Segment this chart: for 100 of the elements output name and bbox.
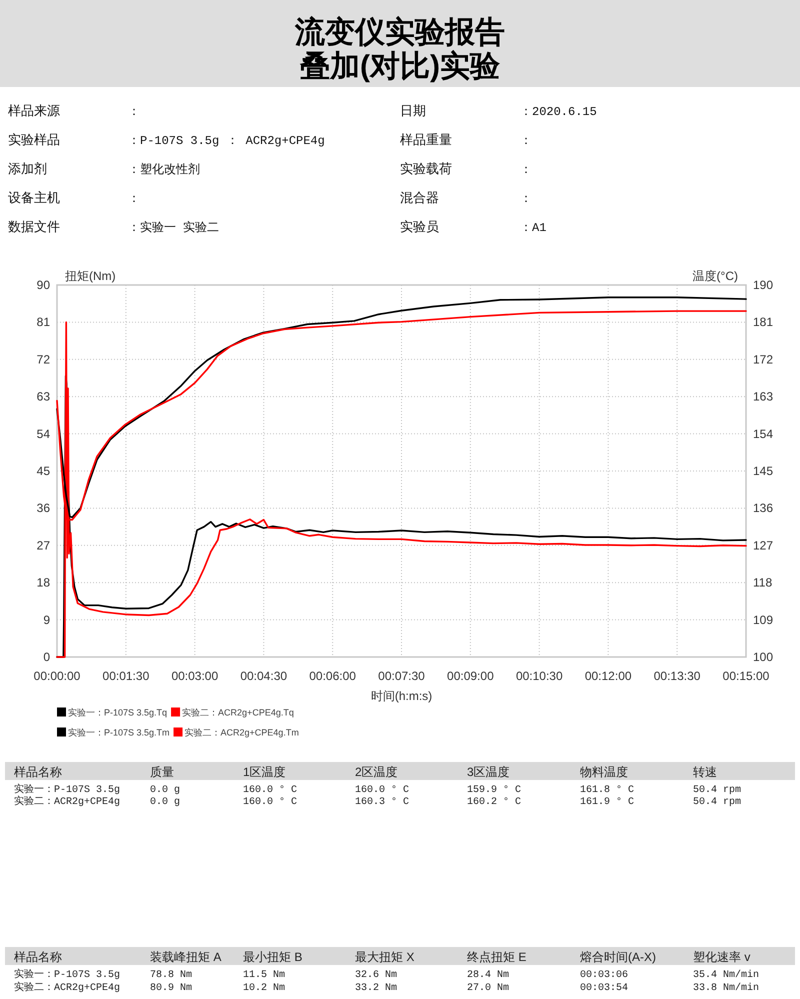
annotation: 27.0 Nm	[467, 983, 510, 994]
annotation: 0.0 g	[150, 785, 180, 796]
annotation: 实验样品	[8, 132, 60, 147]
annotation: 160.0 ° C	[243, 797, 298, 808]
annotation: 33.8 Nm/min	[693, 983, 760, 994]
annotation: 159.9 ° C	[467, 785, 522, 796]
y-tick: 18	[36, 576, 50, 590]
annotation: 0.0 g	[150, 797, 180, 808]
y-tick: 81	[36, 315, 50, 330]
annotation: 实验一：P-107S 3.5g	[14, 785, 120, 796]
x-tick: 00:06:00	[309, 669, 356, 683]
annotation: 终点扭矩 E	[467, 950, 526, 964]
y-tick: 9	[43, 612, 50, 627]
x-tick: 00:07:30	[378, 669, 425, 683]
y-tick: 0	[43, 650, 50, 664]
annotation: 熔合时间(A-X)	[580, 950, 656, 964]
annotation: 添加剂	[8, 161, 47, 176]
annotation: ：	[128, 105, 140, 119]
annotation: 50.4 rpm	[693, 785, 742, 796]
annotation: 00:03:06	[580, 970, 628, 981]
annotation: 实验二：ACR2g+CPE4g	[14, 797, 120, 808]
legend-label: 实验二：ACR2g+CPE4g.Tm	[184, 728, 299, 738]
annotation: 最大扭矩 X	[355, 950, 414, 964]
annotation: 装载峰扭矩 A	[150, 950, 222, 964]
annotation: 样品来源	[8, 103, 60, 118]
y-tick: 54	[36, 426, 50, 441]
y2-tick: 136	[753, 501, 774, 516]
annotation: ：	[520, 134, 532, 148]
annotation: 最小扭矩 B	[243, 950, 302, 964]
annotation: 11.5 Nm	[243, 970, 286, 981]
y-tick: 27	[36, 538, 50, 552]
x-tick: 00:10:30	[516, 669, 563, 683]
x-tick: 00:03:00	[171, 669, 218, 683]
y-tick: 90	[36, 278, 50, 292]
y-tick: 45	[36, 464, 50, 478]
y2-tick: 118	[753, 576, 772, 590]
y2-tick: 154	[753, 426, 774, 441]
annotation: 10.2 Nm	[243, 983, 286, 994]
x-tick: 00:04:30	[240, 669, 288, 683]
x-tick: 00:13:30	[654, 669, 700, 683]
annotation: 80.9 Nm	[150, 983, 192, 994]
annotation: 实验二：ACR2g+CPE4g	[14, 983, 120, 994]
annotation: ：A1	[520, 221, 546, 235]
y2-tick: 190	[753, 278, 774, 292]
annotation: ：塑化改性剂	[128, 163, 200, 177]
annotation: 日期	[400, 103, 426, 118]
annotation: 161.8 ° C	[580, 785, 634, 796]
x-tick: 00:09:00	[447, 669, 494, 683]
y2-tick: 181	[753, 315, 774, 330]
y-tick: 36	[36, 501, 50, 516]
annotation: 塑化速率 v	[693, 950, 750, 964]
y2-tick: 127	[753, 538, 774, 552]
annotation: ：	[520, 163, 532, 177]
annotation: 160.3 ° C	[355, 797, 410, 808]
annotation: ：实验一 实验二	[128, 221, 220, 235]
annotation: ：	[128, 192, 140, 206]
ylabel: 扭矩(Nm)	[65, 269, 116, 283]
annotation: 35.4 Nm/min	[693, 970, 760, 981]
legend-label: 实验一：P-107S 3.5g.Tm	[68, 728, 170, 738]
x-tick: 00:12:00	[584, 669, 632, 683]
annotation: 实验员	[400, 219, 439, 234]
annotation: 数据文件	[8, 219, 60, 234]
annotation: 2区温度	[355, 765, 398, 779]
annotation: 160.2 ° C	[467, 797, 522, 808]
y2-tick: 172	[753, 352, 774, 366]
title: 流变仪实验报告	[295, 16, 505, 49]
annotation: 160.0 ° C	[243, 785, 298, 796]
subtitle: 叠加(对比)实验	[300, 50, 500, 83]
annotation: 质量	[150, 765, 174, 779]
annotation: 00:03:54	[580, 983, 628, 994]
annotation: 实验载荷	[400, 161, 452, 176]
annotation: 样品名称	[14, 765, 62, 779]
x-tick: 00:01:30	[102, 669, 150, 683]
annotation: ：P-107S 3.5g ： ACR2g+CPE4g	[128, 134, 325, 148]
annotation: 160.0 ° C	[355, 785, 410, 796]
annotation: 33.2 Nm	[355, 983, 398, 994]
legend-label: 实验二：ACR2g+CPE4g.Tq	[182, 708, 294, 718]
annotation: ：2020.6.15	[520, 105, 597, 119]
x-tick: 00:00:00	[34, 669, 80, 683]
annotation: 设备主机	[8, 190, 60, 205]
annotation: ：	[520, 192, 532, 206]
y-tick: 72	[36, 352, 50, 366]
annotation: 转速	[693, 765, 717, 779]
annotation: 样品重量	[400, 132, 452, 147]
annotation: 实验一：P-107S 3.5g	[14, 970, 120, 981]
annotation: 32.6 Nm	[355, 970, 398, 981]
annotation: 28.4 Nm	[467, 970, 510, 981]
annotation: 混合器	[400, 190, 439, 205]
y2label: 温度(°C)	[692, 269, 738, 283]
y2-tick: 100	[753, 650, 774, 664]
y2-tick: 163	[753, 390, 774, 404]
annotation: 3区温度	[467, 765, 510, 779]
x-tick: 00:15:00	[722, 669, 770, 683]
annotation: 1区温度	[243, 765, 286, 779]
annotation: 样品名称	[14, 950, 62, 964]
xlabel: 时间(h:m:s)	[370, 689, 432, 703]
annotation: 78.8 Nm	[150, 970, 192, 981]
y2-tick: 109	[753, 612, 774, 627]
legend-label: 实验一：P-107S 3.5g.Tq	[68, 708, 168, 718]
y2-tick: 145	[753, 464, 774, 478]
